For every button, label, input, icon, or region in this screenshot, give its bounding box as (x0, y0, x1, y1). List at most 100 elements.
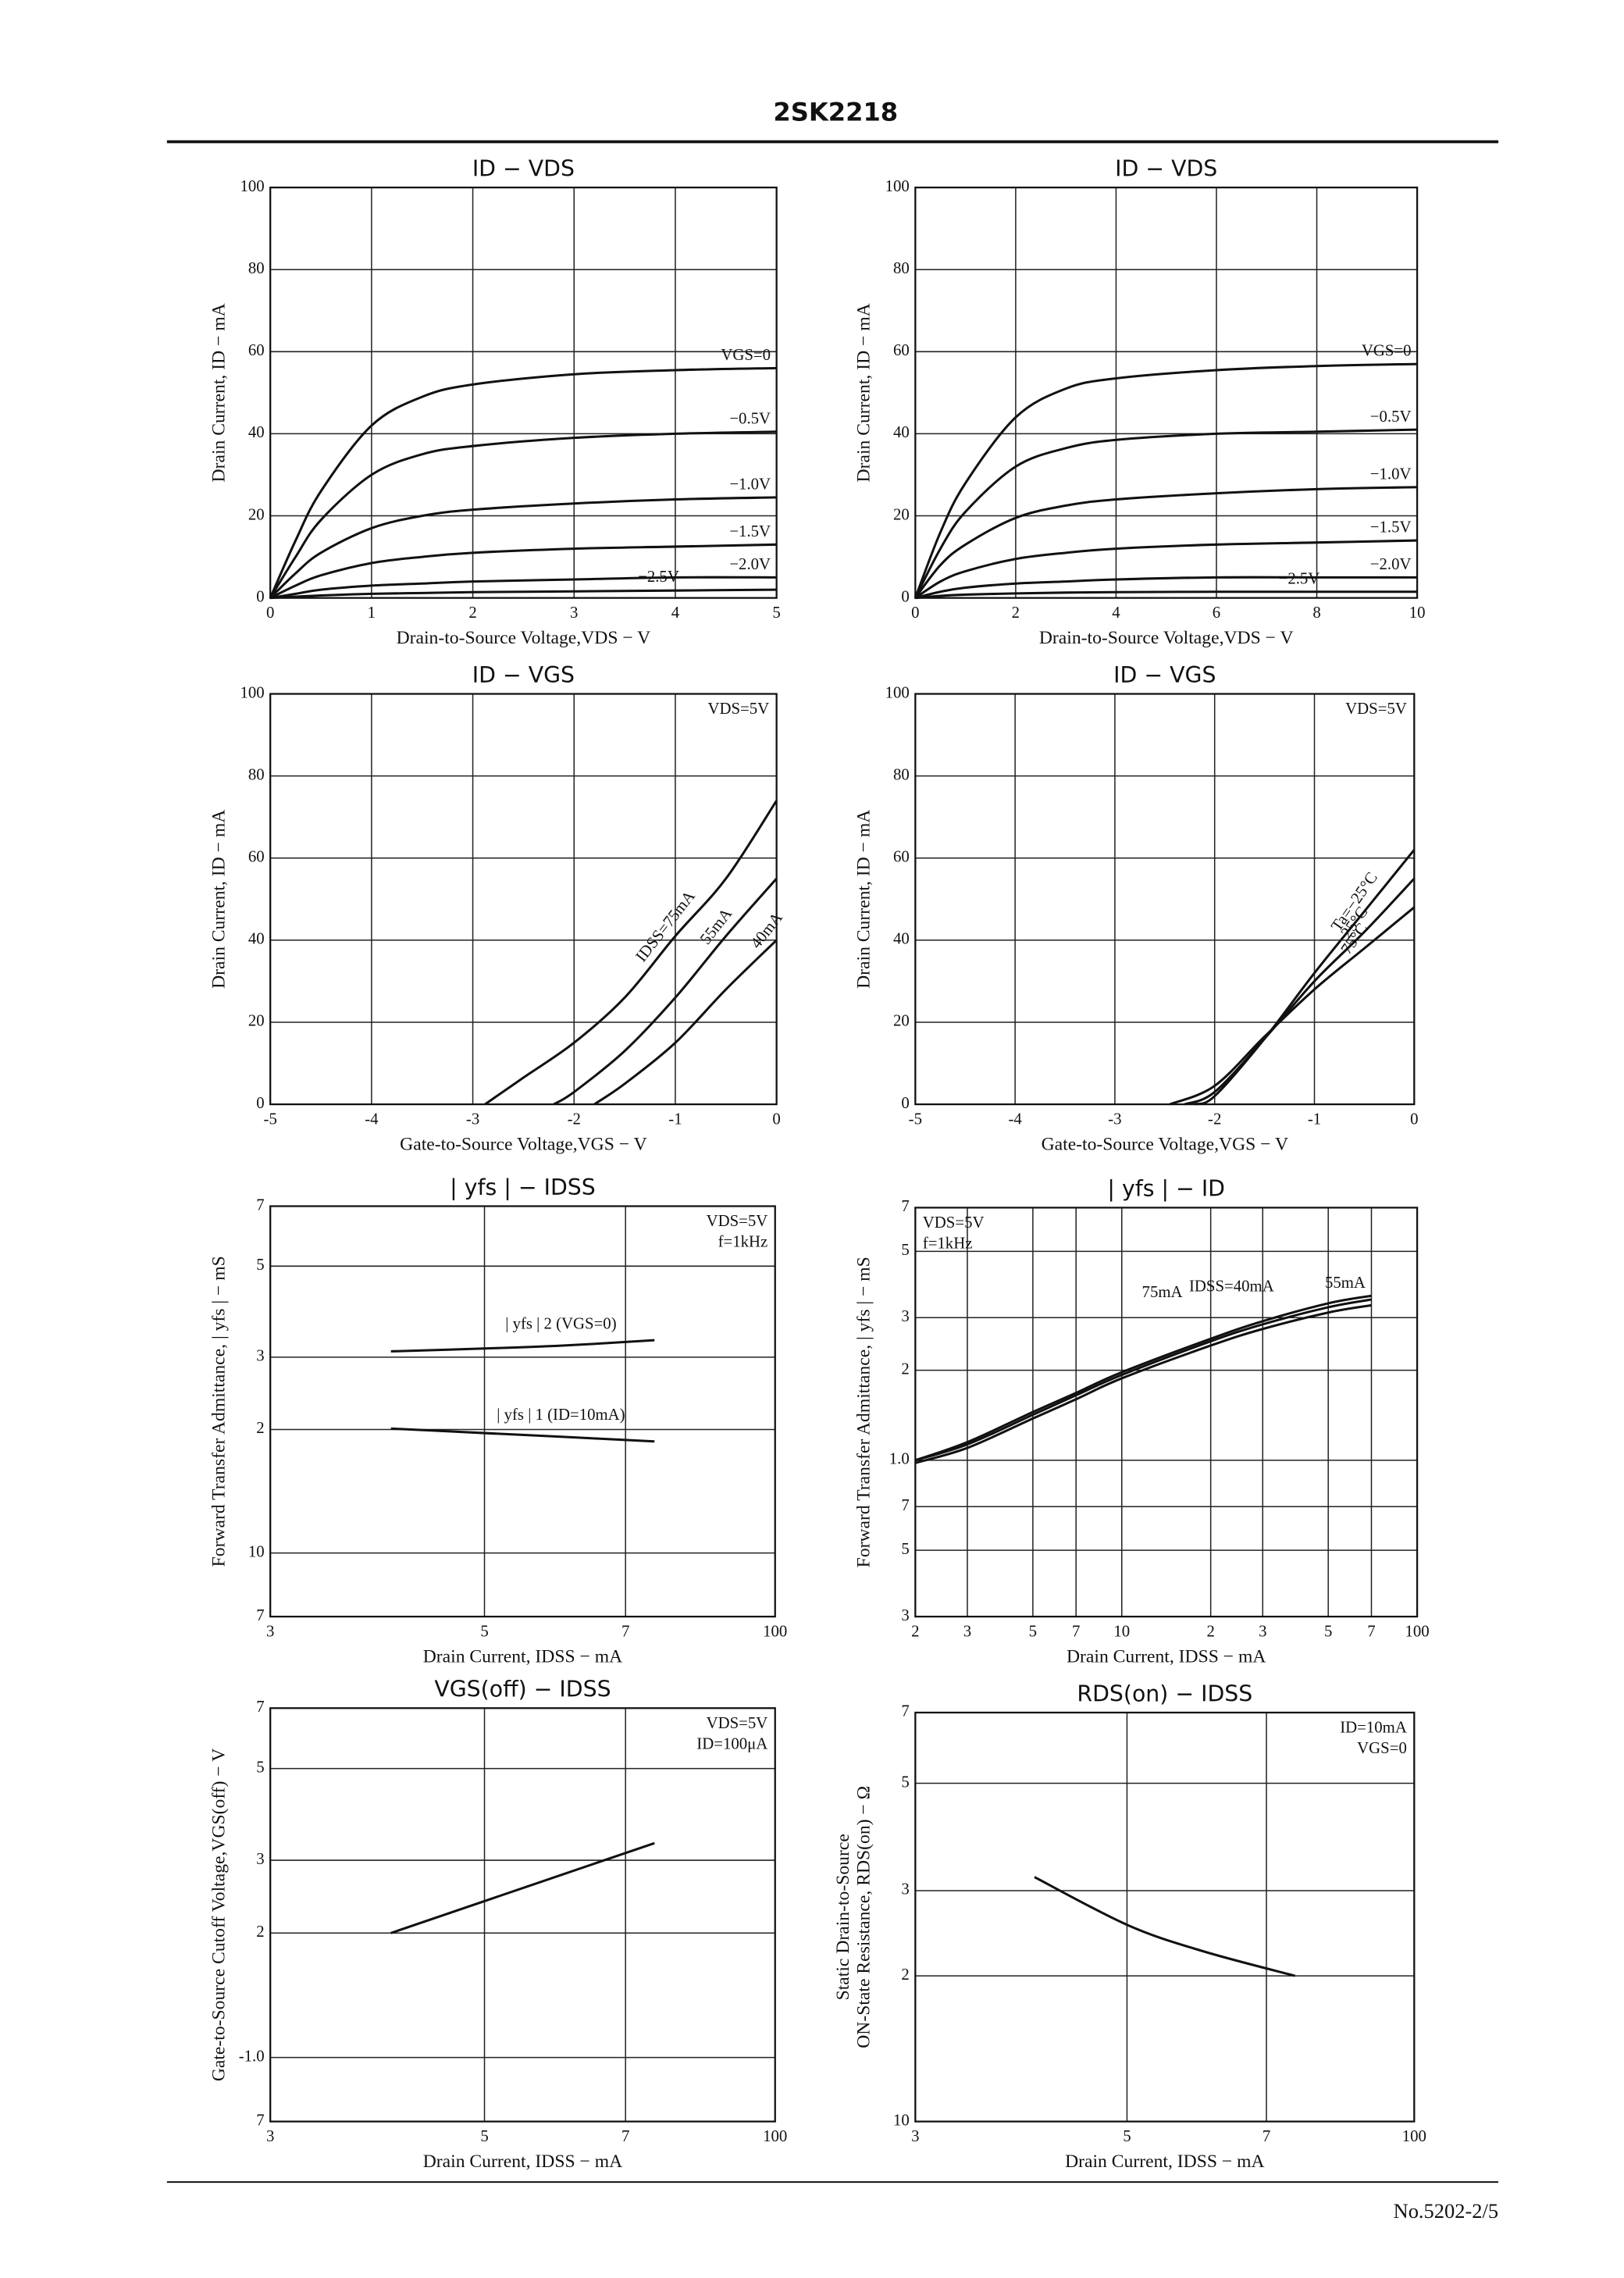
x-tick-label: 4 (1112, 604, 1120, 622)
page-number: No.5202-2/5 (1394, 2199, 1498, 2223)
y-tick-label: 20 (893, 1012, 910, 1030)
y-tick-label: 40 (248, 423, 265, 441)
chart-title: ID − VGS (472, 662, 575, 688)
curve (914, 1294, 1372, 1462)
y-axis-label: Drain Current, ID − mA (853, 303, 874, 482)
y-axis-label: Gate-to-Source Cutoff Voltage,VGS(off) −… (208, 1749, 229, 2081)
y-axis-label: Static Drain-to-Source (833, 1834, 853, 2000)
annotation: VDS=5V (707, 1714, 768, 1732)
curve (1194, 849, 1416, 1106)
y-tick-label: 5 (901, 1540, 909, 1558)
x-tick-label: 2 (1206, 1623, 1214, 1641)
series-label: VGS=0 (721, 346, 771, 364)
x-tick-label: 100 (1405, 1623, 1430, 1641)
y-tick-label: 20 (893, 505, 910, 523)
x-tick-label: 0 (266, 604, 274, 622)
curve (269, 576, 777, 600)
curve (593, 939, 778, 1106)
y-tick-label: 10 (248, 1542, 265, 1560)
x-tick-label: 5 (1324, 1623, 1332, 1641)
y-tick-label: 80 (248, 765, 265, 783)
y-tick-label: 3 (901, 1606, 909, 1624)
annotation: VDS=5V (1345, 700, 1407, 718)
x-tick-label: 10 (1113, 1623, 1130, 1641)
y-tick-label: 5 (901, 1241, 909, 1259)
y-tick-label: 7 (901, 1702, 909, 1720)
curve (269, 543, 777, 600)
y-tick-label: 7 (256, 1196, 264, 1214)
x-tick-label: -1 (668, 1110, 682, 1128)
x-tick-label: -3 (1108, 1110, 1121, 1128)
curve (390, 1339, 655, 1353)
curve (390, 1427, 655, 1443)
x-tick-label: 3 (570, 604, 578, 622)
x-tick-label: 7 (1367, 1623, 1375, 1641)
y-tick-label: 5 (901, 1773, 909, 1791)
y-axis-label: Forward Transfer Admittance, | yfs | − m… (208, 1256, 229, 1567)
series-label: −2.5V (1279, 569, 1320, 587)
x-tick-label: 5 (480, 1623, 488, 1641)
x-tick-label: -4 (1008, 1110, 1022, 1128)
annotation: ID=100μA (696, 1734, 767, 1752)
x-tick-label: -1 (1308, 1110, 1321, 1128)
x-tick-label: 3 (266, 1623, 274, 1641)
series-label: | yfs | 2 (VGS=0) (505, 1314, 616, 1332)
annotation: ID=10mA (1340, 1719, 1407, 1737)
curve (1184, 877, 1416, 1106)
curve (553, 878, 778, 1106)
curve (914, 428, 1418, 599)
curve (914, 1298, 1372, 1462)
chart-title: ID − VDS (1115, 155, 1217, 181)
x-tick-label: 2 (911, 1623, 919, 1641)
y-tick-label: 7 (256, 2111, 264, 2129)
x-tick-label: -2 (1208, 1110, 1221, 1128)
x-tick-label: 3 (266, 2127, 274, 2145)
x-tick-label: 7 (621, 1623, 629, 1641)
plot-frame (914, 1207, 1419, 1618)
y-tick-label: 7 (256, 1698, 264, 1716)
x-tick-label: -5 (909, 1110, 922, 1128)
part-number: 2SK2218 (773, 98, 898, 127)
x-axis-label: Drain Current, IDSS − mA (1067, 1646, 1266, 1667)
y-tick-label: 60 (248, 341, 265, 359)
y-tick-label: 40 (893, 423, 910, 441)
y-tick-label: 80 (248, 259, 265, 277)
series-label: −2.5V (638, 568, 679, 586)
x-tick-label: 8 (1312, 604, 1320, 622)
series-label: −1.5V (729, 522, 771, 540)
y-tick-label: 3 (901, 1881, 909, 1898)
y-tick-label: 20 (248, 505, 265, 523)
x-tick-label: 0 (1410, 1110, 1418, 1128)
curve (914, 539, 1418, 599)
series-label: IDSS=40mA (1189, 1278, 1274, 1296)
series-label: VGS=0 (1362, 342, 1412, 360)
series-label: 55mA (1325, 1274, 1366, 1292)
y-tick-label: 80 (893, 765, 910, 783)
y-tick-label: -1.0 (239, 2047, 265, 2065)
x-tick-label: -4 (365, 1110, 379, 1128)
x-tick-label: -3 (466, 1110, 479, 1128)
y-tick-label: 100 (885, 177, 910, 195)
curve (269, 366, 777, 599)
chart-title: ID − VDS (472, 155, 575, 181)
series-label: −2.0V (729, 555, 771, 573)
curve (390, 1841, 655, 1934)
x-axis-label: Drain Current, IDSS − mA (1065, 2151, 1264, 2172)
x-tick-label: 7 (1072, 1623, 1080, 1641)
curve (915, 590, 1418, 600)
annotation: f=1kHz (923, 1234, 973, 1252)
y-tick-label: 0 (901, 1094, 909, 1112)
y-axis-label: Drain Current, ID − mA (208, 303, 229, 482)
annotation: VDS=5V (707, 1212, 768, 1230)
x-axis-label: Drain Current, IDSS − mA (423, 2151, 622, 2172)
plot-frame (269, 1707, 776, 2123)
y-tick-label: 100 (885, 683, 910, 701)
y-tick-label: 2 (256, 1419, 264, 1437)
curve (914, 576, 1418, 600)
series-label: −0.5V (1370, 408, 1412, 426)
x-axis-label: Drain-to-Source Voltage,VDS − V (397, 628, 651, 648)
x-tick-label: 7 (1263, 2127, 1270, 2145)
y-axis-label: Drain Current, ID − mA (208, 810, 229, 989)
plot-frame (914, 186, 1419, 599)
y-tick-label: 7 (901, 1197, 909, 1215)
